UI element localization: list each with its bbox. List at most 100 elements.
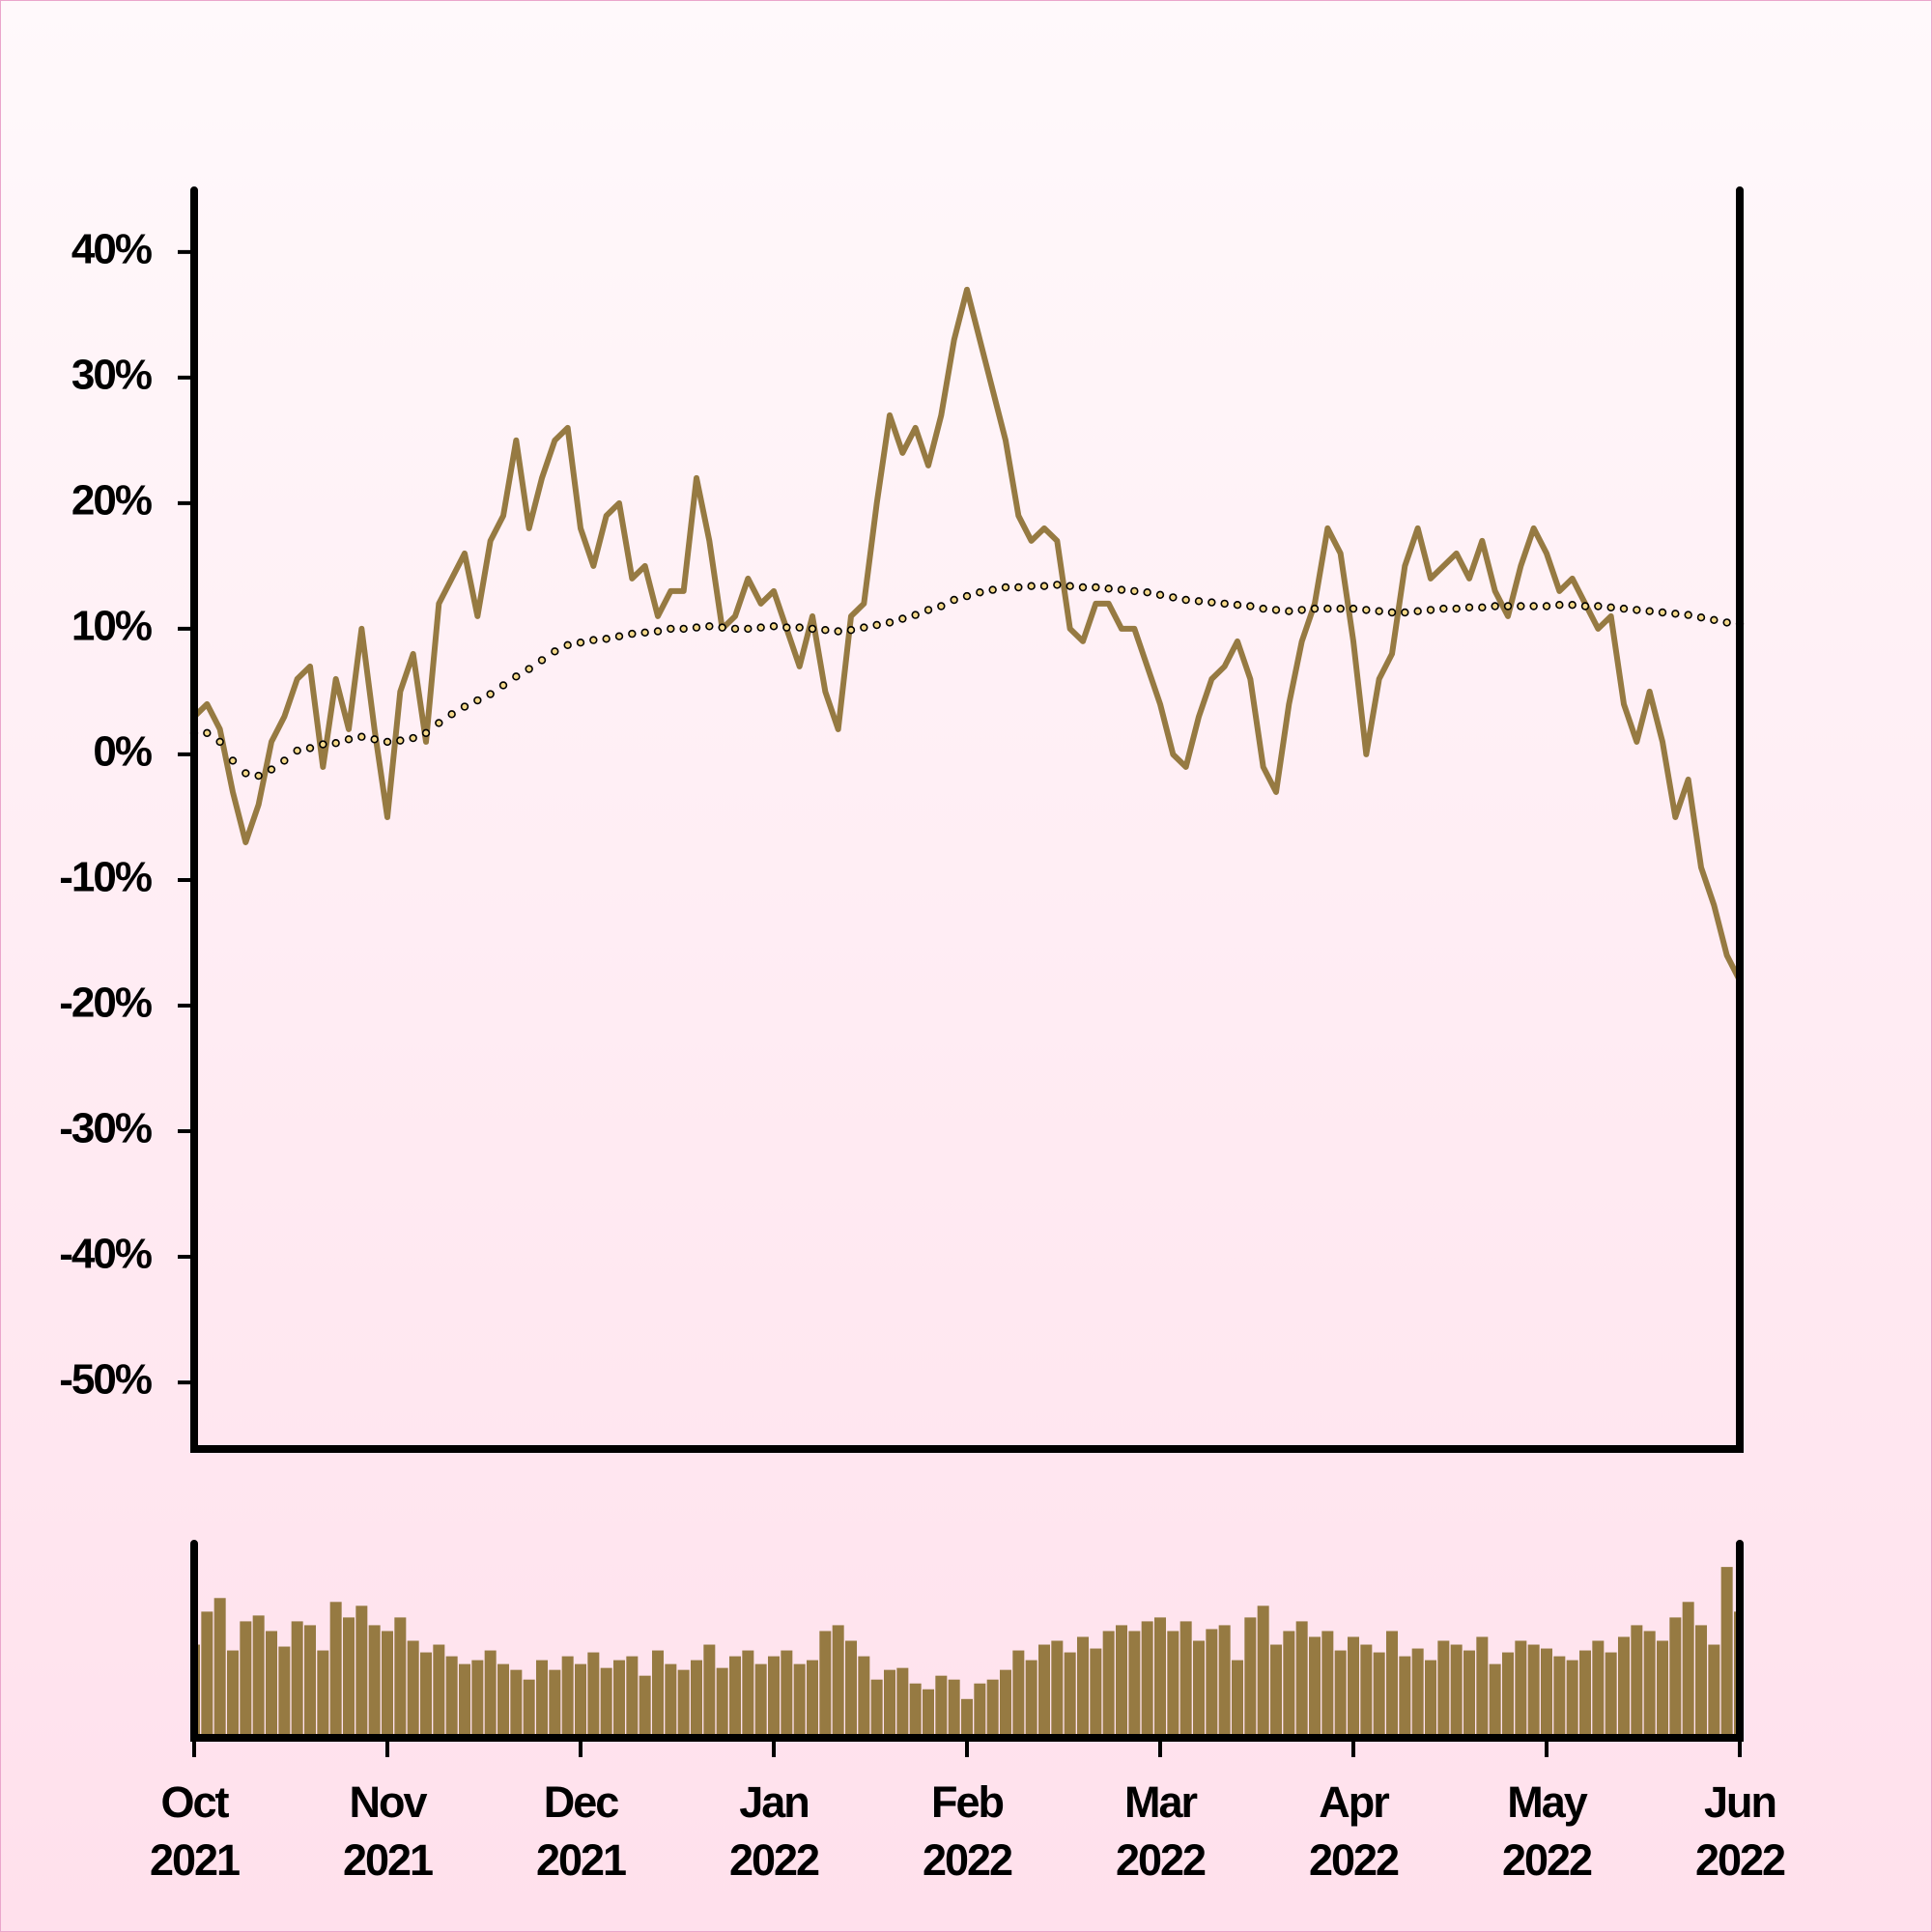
x-tick-label: May 2022 — [1501, 1777, 1593, 1885]
x-tick-label: Nov 2021 — [342, 1777, 434, 1885]
volume-bar — [807, 1660, 818, 1738]
average-dot — [923, 606, 933, 614]
average-dot — [1401, 608, 1409, 617]
average-dot — [1053, 581, 1062, 589]
average-dot — [331, 739, 340, 748]
volume-bar — [1232, 1660, 1243, 1738]
volume-bar — [1090, 1648, 1102, 1738]
average-dot — [1349, 604, 1358, 613]
volume-bar — [1463, 1650, 1475, 1738]
volume-bar — [1605, 1652, 1617, 1738]
average-dot — [1710, 615, 1719, 625]
average-dot — [254, 771, 263, 781]
volume-bar — [1450, 1644, 1463, 1738]
volume-bar — [420, 1652, 432, 1738]
volume-bar — [754, 1663, 767, 1738]
volume-bar — [652, 1650, 664, 1738]
volume-bar — [1425, 1660, 1436, 1738]
y-tick-label: -10% — [59, 854, 152, 901]
volume-bar — [1283, 1631, 1295, 1738]
volume-bar — [355, 1605, 368, 1738]
volume-bar — [742, 1650, 754, 1738]
volume-bar — [1720, 1567, 1733, 1738]
average-dot — [1555, 600, 1564, 610]
volume-bar — [1631, 1625, 1643, 1738]
volume-bar — [1051, 1640, 1064, 1738]
volume-bar — [1116, 1625, 1127, 1738]
average-dot — [1285, 607, 1293, 615]
volume-bar — [613, 1660, 625, 1738]
average-dot — [460, 702, 469, 711]
volume-bar — [240, 1621, 252, 1738]
volume-bar — [278, 1646, 291, 1738]
volume-bar — [691, 1660, 702, 1738]
average-dot — [1169, 593, 1178, 602]
average-dot — [1658, 608, 1667, 617]
average-dot — [834, 627, 842, 636]
average-dot — [576, 639, 585, 647]
volume-bar — [1334, 1650, 1347, 1738]
x-tick-label: Dec 2021 — [535, 1777, 627, 1885]
average-dot — [860, 623, 868, 632]
average-dot — [718, 623, 726, 632]
volume-bar — [433, 1644, 445, 1738]
average-dot — [885, 618, 895, 627]
average-dot — [357, 732, 366, 741]
average-dot — [1722, 618, 1731, 627]
average-dot — [498, 681, 508, 690]
volume-bar — [677, 1669, 690, 1738]
volume-bar — [665, 1663, 677, 1738]
average-dot — [512, 672, 521, 681]
volume-panel — [194, 1567, 1740, 1738]
volume-bar — [870, 1679, 883, 1738]
average-dot — [1143, 587, 1151, 597]
average-dot — [667, 624, 675, 634]
average-dot — [525, 665, 533, 673]
average-dot — [976, 587, 984, 597]
x-tick-label: Jan 2022 — [728, 1777, 820, 1885]
volume-bar — [1373, 1652, 1385, 1738]
average-dot — [1426, 606, 1435, 614]
average-dot — [1014, 582, 1023, 592]
volume-bar — [639, 1675, 651, 1738]
volume-bar — [1592, 1640, 1605, 1738]
volume-bar — [961, 1698, 973, 1738]
volume-bar — [382, 1631, 393, 1738]
average-dot — [409, 733, 417, 743]
volume-bar — [845, 1640, 857, 1738]
average-dot — [537, 656, 547, 665]
average-dot — [396, 736, 405, 745]
average-dot — [1001, 582, 1010, 592]
volume-bar — [884, 1669, 895, 1738]
average-dot — [421, 728, 431, 738]
average-dot — [1092, 582, 1100, 592]
volume-bar — [1000, 1669, 1011, 1738]
y-tick-label: 40% — [71, 225, 152, 272]
average-dot — [370, 735, 379, 744]
x-tick-label: Feb 2022 — [922, 1777, 1013, 1885]
volume-bar — [1553, 1656, 1566, 1738]
average-dot — [1464, 603, 1474, 611]
volume-bar — [1360, 1644, 1373, 1738]
average-dot — [821, 626, 830, 635]
volume-bar — [1437, 1640, 1450, 1738]
volume-bar — [1077, 1636, 1089, 1738]
volume-bar — [1167, 1631, 1179, 1738]
volume-bar — [1657, 1640, 1668, 1738]
average-dot — [1065, 582, 1074, 590]
volume-bar — [1386, 1631, 1398, 1738]
volume-bar — [768, 1656, 780, 1738]
average-dot — [589, 636, 598, 644]
volume-bar — [227, 1650, 239, 1738]
average-dot — [1387, 608, 1397, 617]
average-dot — [203, 728, 212, 738]
average-dot — [950, 595, 958, 605]
volume-bar — [1244, 1617, 1257, 1738]
average-dot — [628, 629, 637, 639]
average-dot — [1297, 606, 1306, 614]
volume-bar — [832, 1625, 844, 1738]
y-tick-label: 30% — [71, 351, 152, 398]
average-dot — [1568, 600, 1577, 610]
average-dot — [679, 624, 688, 634]
